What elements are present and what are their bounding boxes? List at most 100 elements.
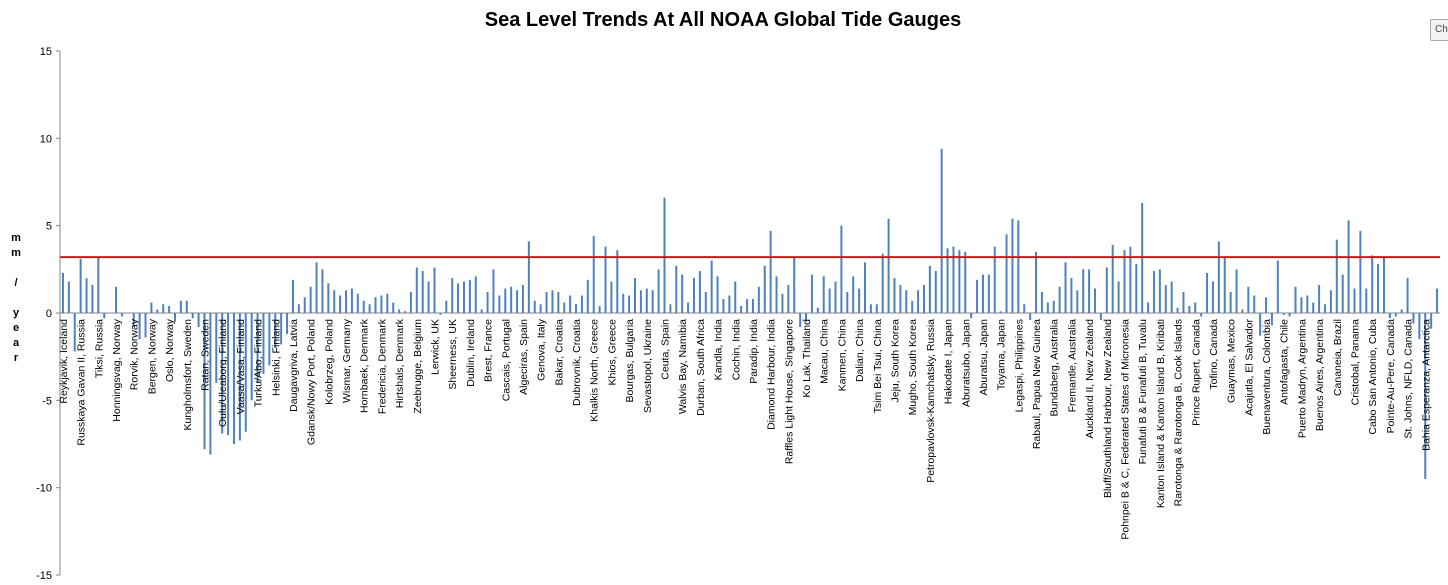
bar: [1029, 313, 1032, 320]
x-tick-label: Durban, South Africa: [695, 319, 707, 416]
bar: [380, 295, 383, 313]
bar: [763, 265, 766, 313]
bar: [981, 274, 984, 313]
bar: [156, 309, 159, 313]
bar: [1359, 230, 1362, 313]
bar: [1436, 288, 1439, 313]
bar: [1123, 250, 1126, 313]
bar: [893, 278, 896, 313]
bar: [580, 295, 583, 313]
x-tick-label: Bergen, Norway: [146, 318, 158, 394]
bar: [864, 262, 866, 313]
bar: [462, 281, 465, 313]
bar: [1129, 246, 1132, 313]
bar: [1388, 313, 1391, 319]
bar: [268, 313, 271, 366]
bar: [946, 248, 949, 313]
x-tick-label: Toyama, Japan: [996, 319, 1008, 390]
bar: [1194, 302, 1197, 313]
bar: [1082, 269, 1085, 313]
bar: [799, 313, 802, 327]
bar: [1335, 239, 1338, 313]
bar: [1135, 264, 1138, 313]
bar: [669, 304, 672, 313]
bar: [486, 292, 489, 313]
x-tick-label: Bluff/Southland Harbour, New Zealand: [1102, 319, 1114, 498]
bar: [911, 300, 914, 313]
x-tick-label: Tsim Bei Tsui, China: [872, 319, 884, 414]
bar: [1353, 288, 1356, 313]
bar: [250, 313, 253, 401]
bar: [1206, 272, 1209, 313]
bar: [445, 300, 448, 313]
bar: [120, 313, 123, 317]
x-tick-label: Genova, Italy: [536, 318, 548, 381]
x-tick-label: Jeju, South Korea: [889, 319, 901, 403]
bar: [704, 292, 707, 313]
bar: [1164, 285, 1167, 313]
bar: [138, 313, 141, 340]
x-tick-label: Pohnpei B & C, Federated States of Micro…: [1119, 319, 1131, 540]
bar: [168, 306, 171, 313]
bar: [604, 246, 607, 313]
bar: [1023, 304, 1026, 313]
bar: [185, 300, 188, 313]
x-tick-label: Turku/Abo, Finland: [253, 319, 265, 407]
bar: [115, 286, 118, 313]
chart-button[interactable]: Ch: [1430, 19, 1448, 41]
x-tick-label: Raffles Light House, Singapore: [783, 319, 795, 464]
x-tick-label: Reykjavik, Iceland: [58, 319, 70, 404]
bar: [345, 290, 348, 313]
bar: [657, 269, 660, 313]
x-tick-label: Russkaya Gavan II, Russia: [76, 319, 88, 446]
x-tick-label: Kanmen, China: [836, 319, 848, 392]
bar: [409, 292, 412, 313]
x-tick-label: Mugho, South Korea: [907, 319, 919, 415]
bar: [751, 299, 754, 313]
x-tick-label: Antofagasta, Chile: [1279, 319, 1291, 405]
bar: [1365, 288, 1368, 313]
x-tick-label: Sheerness, UK: [447, 319, 459, 390]
x-tick-label: Kanton Island & Kanton Island B, Kiribat…: [1155, 319, 1167, 508]
bar: [687, 302, 690, 313]
bar: [675, 265, 678, 313]
x-tick-label: Daugavgriva, Latvia: [288, 319, 300, 412]
bar: [85, 278, 88, 313]
bar: [1070, 278, 1073, 313]
bar: [822, 276, 825, 313]
x-tick-label: Cochin, India: [730, 319, 742, 380]
x-tick-label: Cabo San Antonio, Cuba: [1367, 319, 1379, 435]
bar: [722, 299, 725, 313]
bar: [663, 197, 666, 313]
bar: [1382, 257, 1385, 313]
bar: [1229, 292, 1232, 313]
bar: [498, 295, 501, 313]
bar: [1088, 269, 1091, 313]
x-tick-label: Bourgas, Bulgaria: [624, 319, 636, 403]
bar: [227, 313, 230, 436]
x-tick-label: Ceuta, Spain: [659, 319, 671, 380]
bar: [315, 262, 318, 313]
bar: [79, 258, 82, 313]
bar: [321, 269, 324, 313]
x-tick-label: Pointe-Au-Pere, Canada: [1385, 319, 1397, 434]
bar: [480, 309, 483, 313]
bar: [209, 313, 212, 455]
bar: [993, 246, 996, 313]
bar: [917, 290, 920, 313]
x-tick-label: Kandla, India: [713, 319, 725, 380]
bar: [793, 257, 796, 313]
bar: [899, 285, 902, 313]
bar: [557, 292, 560, 313]
bar: [533, 300, 536, 313]
bar: [421, 271, 424, 313]
bar: [710, 260, 713, 313]
bar: [516, 290, 519, 313]
x-tick-label: Diamond Harbour, India: [766, 319, 778, 430]
y-tick-label: 0: [46, 308, 52, 320]
x-tick-label: Lerwick, UK: [429, 319, 441, 375]
chart-title: Sea Level Trends At All NOAA Global Tide…: [485, 9, 961, 31]
bar: [439, 313, 442, 315]
bar: [787, 285, 790, 313]
